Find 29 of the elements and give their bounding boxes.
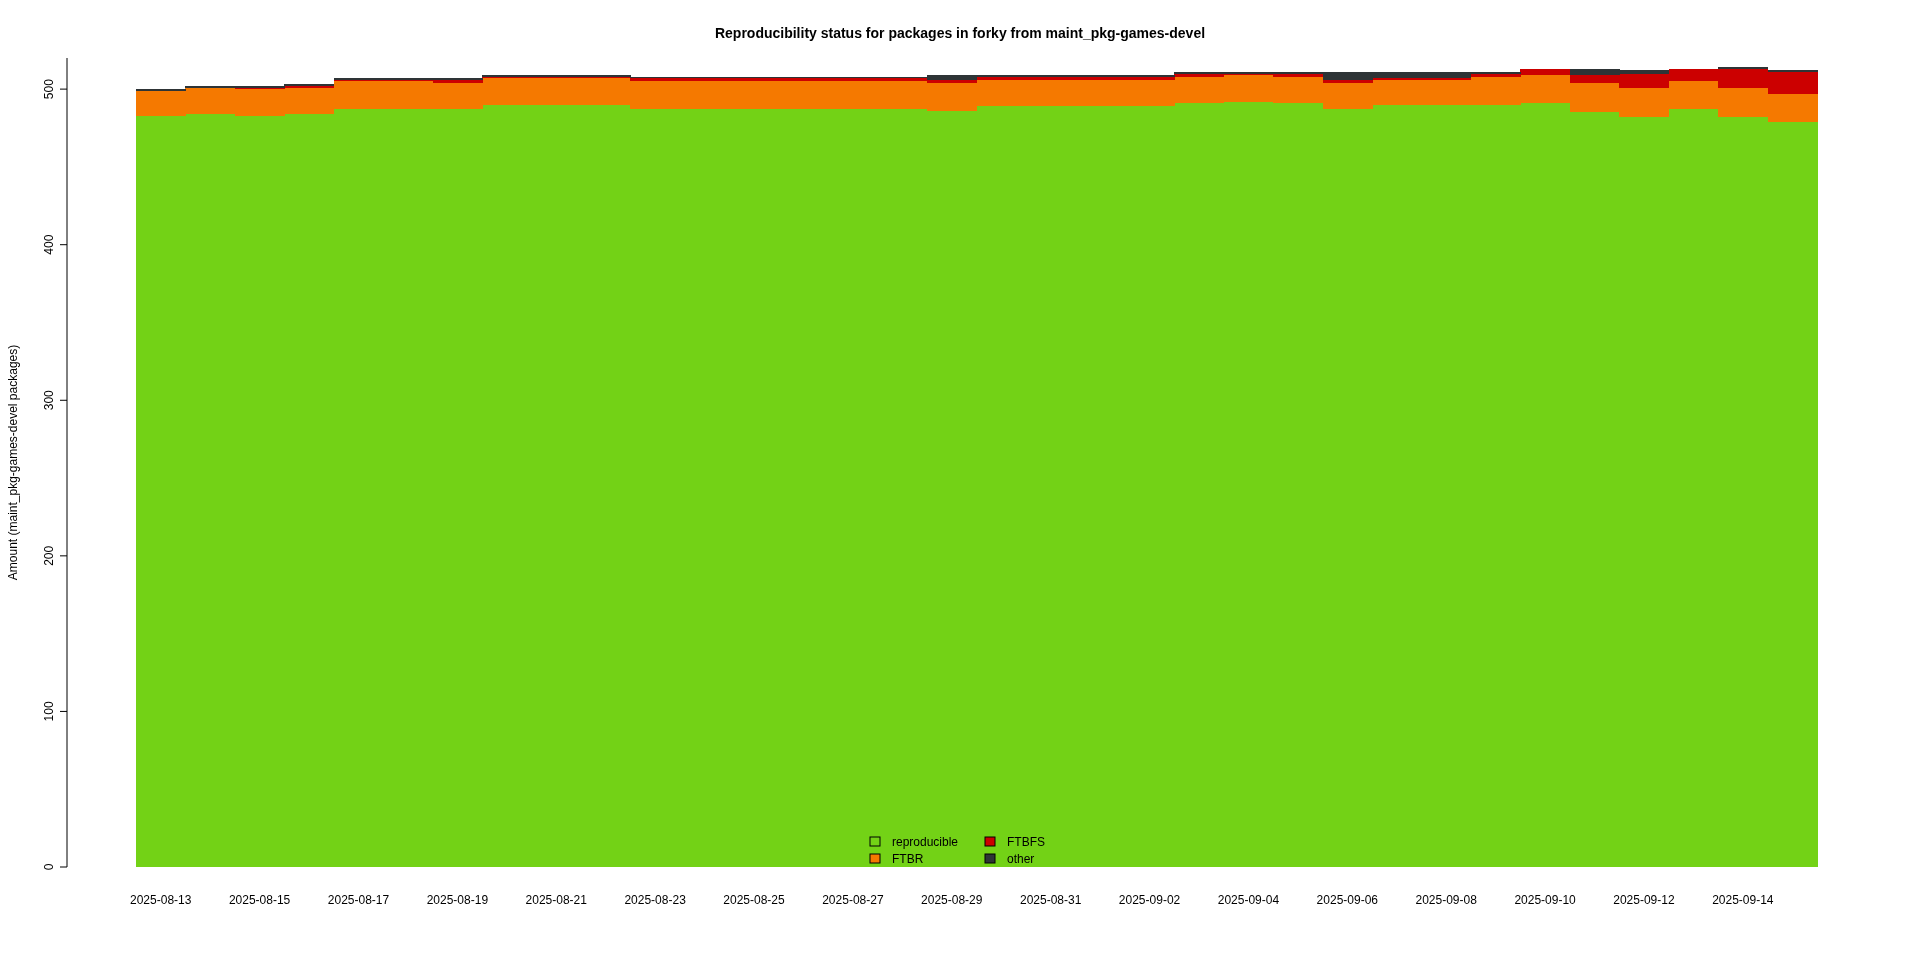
x-tick-label: 2025-09-06 [1316,893,1379,907]
y-tick-label: 400 [42,234,56,255]
x-tick-label: 2025-09-10 [1514,893,1577,907]
chart-title: Reproducibility status for packages in forky from maint_pkg-games-devel [714,25,1206,41]
legend-label: FTBFS [1007,835,1045,849]
x-tick-label: 2025-08-19 [426,893,489,907]
x-tick-label: 2025-09-14 [1712,893,1774,907]
legend-label: other [1007,852,1035,866]
x-tick-label: 2025-09-08 [1415,893,1478,907]
x-tick-label: 2025-09-04 [1217,893,1280,907]
x-tick-label: 2025-08-21 [525,893,588,907]
legend-label: FTBR [892,852,924,866]
x-tick-label: 2025-08-15 [228,893,291,907]
y-tick-label: 100 [42,701,56,722]
x-tick-label: 2025-08-27 [822,893,884,907]
y-tick-label: 500 [42,78,56,100]
y-tick-label: 0 [42,863,56,871]
x-tick-label: 2025-08-25 [723,893,786,907]
series-label: reproducible [892,835,959,849]
x-tick-label: 2025-08-31 [1019,893,1082,907]
x-tick-label: 2025-08-23 [624,893,687,907]
y-tick-label: 200 [42,545,56,566]
x-tick-label: 2025-08-17 [327,893,390,907]
y-tick-label: 300 [42,389,56,411]
x-tick-label: 2025-09-02 [1118,893,1181,907]
x-tick-label: 2025-08-13 [130,893,192,907]
y-axis-title: Amount (maint_pkg-games-devel packages) [6,344,21,581]
x-tick-label: 2025-08-29 [921,893,983,907]
x-tick-label: 2025-09-12 [1613,893,1675,907]
